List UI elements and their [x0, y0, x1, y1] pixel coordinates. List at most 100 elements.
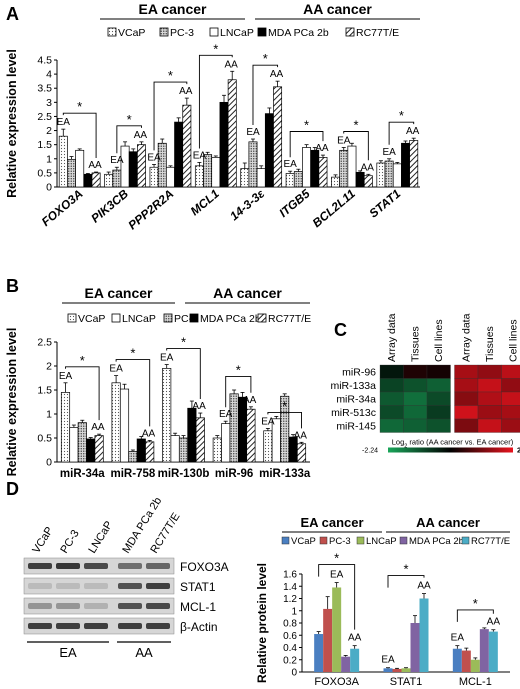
significance-star: * — [213, 41, 218, 56]
category-label: STAT1 — [390, 676, 423, 688]
panel-letter-d: D — [6, 479, 19, 499]
legend-label: VCaP — [78, 313, 105, 325]
heatmap-cell — [454, 391, 479, 406]
aa-label: AA — [192, 401, 206, 412]
blot-band — [84, 563, 108, 569]
blot-lane-label: LNCaP — [86, 519, 115, 555]
blot-band — [118, 603, 142, 609]
significance-star: * — [334, 551, 339, 566]
y-tick-label: 1 — [46, 409, 52, 421]
legend-swatch — [356, 536, 365, 545]
ea-label: EA — [337, 135, 351, 146]
y-tick-label: 1 — [46, 153, 52, 165]
blot-band — [28, 623, 52, 629]
significance-star: * — [236, 362, 241, 377]
bar-MDAPCa2b-5 — [310, 149, 320, 188]
blot-band — [118, 563, 142, 569]
bar-VCaP-4 — [263, 430, 273, 463]
bar-LNCaP-2 — [165, 166, 175, 188]
heatmap-cell — [379, 405, 404, 420]
aa-label: AA — [315, 143, 329, 154]
heatmap-cell — [477, 405, 502, 420]
significance-star: * — [130, 346, 135, 361]
y-tick-label: 1 — [291, 606, 297, 617]
heatmap-cell — [403, 391, 428, 406]
ea-label: EA — [381, 655, 395, 666]
bar-RC77TE-0 — [350, 648, 360, 672]
blot-band — [84, 603, 108, 609]
legend-swatch — [257, 313, 267, 323]
blot-band — [56, 583, 80, 589]
significance-bracket — [153, 81, 188, 151]
blot-band — [146, 583, 170, 589]
heatmap-cell — [501, 405, 520, 420]
bar-VCaP-2 — [452, 648, 462, 672]
blot-band — [146, 623, 170, 629]
blot-group-label: AA — [135, 645, 153, 660]
blot-group-label: EA — [59, 645, 77, 660]
aa-label: AA — [243, 395, 257, 406]
blot-band — [84, 623, 108, 629]
ea-label: EA — [109, 364, 123, 375]
blot-band — [28, 603, 52, 609]
aa-label: AA — [348, 633, 362, 644]
bar-VCaP-2 — [162, 368, 172, 463]
bar-PC3-1 — [392, 668, 402, 672]
ea-label: EA — [59, 371, 73, 382]
bar-MDAPCa2b-2 — [187, 407, 197, 463]
bar-VCaP-6 — [331, 176, 340, 188]
legend-swatch — [257, 27, 267, 37]
y-tick-label: 0 — [46, 182, 52, 194]
bar-RC77TE-0 — [94, 435, 104, 463]
heatmap-cell — [403, 405, 428, 420]
bar-VCaP-2 — [149, 166, 159, 188]
category-label: PIK3CB — [88, 186, 131, 225]
bar-PC3-1 — [112, 169, 122, 188]
blot-band — [28, 583, 52, 589]
bar-PC3-0 — [67, 158, 76, 188]
y-tick-label: 2.5 — [37, 111, 52, 123]
significance-bracket — [116, 125, 142, 154]
y-tick-label: 0 — [291, 668, 297, 679]
blot-band — [118, 623, 142, 629]
blot-lane-label: VCaP — [30, 525, 55, 556]
blot-protein-label: STAT1 — [180, 580, 216, 594]
significance-star: * — [304, 117, 309, 132]
heatmap-row-label-mirna: miR-513c — [331, 407, 376, 419]
y-tick-label: 1.5 — [37, 385, 52, 397]
bar-PC3-7 — [384, 160, 394, 188]
y-axis-title: Relative protein level — [255, 563, 269, 683]
legend-label: VCaP — [118, 27, 145, 39]
bar-RC77TE-4 — [273, 86, 283, 188]
heatmap-cell — [454, 418, 479, 433]
category-label: miR-130b — [158, 468, 210, 480]
y-tick-label: 1.5 — [37, 139, 52, 151]
blot-band — [56, 623, 80, 629]
legend-swatch — [189, 313, 199, 323]
y-axis-title: Relative expression level — [5, 328, 19, 477]
bar-PC3-2 — [157, 142, 167, 188]
bar-VCaP-4 — [240, 168, 250, 188]
bar-RC77TE-2 — [488, 631, 498, 672]
aa-label: AA — [294, 430, 308, 441]
heatmap-cell — [379, 418, 404, 433]
y-axis-title: Relative expression level — [5, 49, 19, 198]
panel-d-protein-bar-chart: EA cancer AA cancer VCaP PC-3 LNCaP MDA PCa 2… — [255, 515, 510, 688]
bar-LNCaP-0 — [69, 427, 79, 463]
bar-MDAPCa2b-1 — [128, 151, 138, 188]
bar-RC77TE-1 — [145, 441, 155, 463]
bar-MDAPCa2b-0 — [86, 438, 96, 463]
bar-VCaP-3 — [194, 165, 204, 188]
legend-swatch — [67, 313, 77, 323]
ea-label: EA — [451, 633, 465, 644]
heatmap-column-label: Array data — [386, 313, 398, 362]
bar-MDAPCa2b-1 — [410, 623, 420, 672]
panel-letter-b: B — [6, 276, 19, 296]
bar-VCaP-0 — [60, 392, 71, 463]
heatmap-cell — [379, 378, 404, 393]
category-label: STAT1 — [366, 186, 403, 220]
bar-PC3-3 — [229, 393, 239, 463]
significance-bracket — [289, 131, 324, 158]
panel-letter-c: C — [334, 320, 347, 340]
blot-protein-label: MCL-1 — [180, 600, 216, 614]
